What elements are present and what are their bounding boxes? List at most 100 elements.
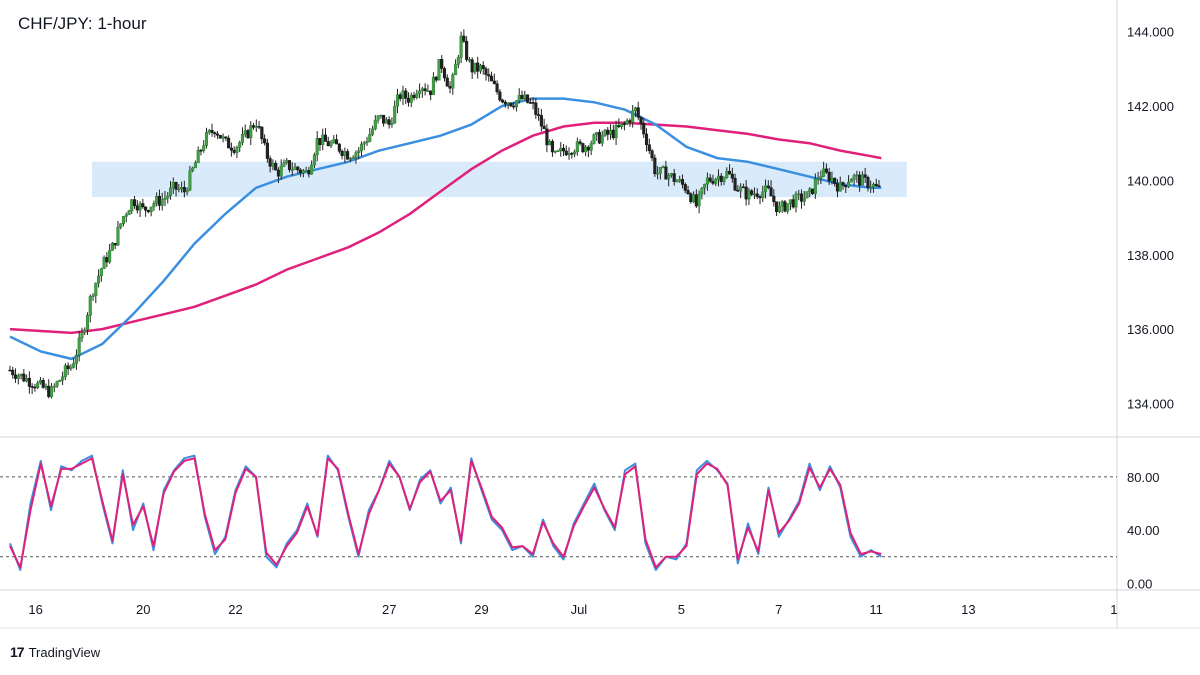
candle-body xyxy=(132,199,137,206)
candle-body xyxy=(11,369,15,376)
candle-body xyxy=(406,97,411,103)
candle-body xyxy=(263,138,267,144)
candle-body xyxy=(783,201,787,212)
candle-body xyxy=(769,187,773,197)
candle-body xyxy=(833,177,837,184)
candle-body xyxy=(858,174,862,186)
candle-body xyxy=(105,257,109,263)
price-tick-label: 134.000 xyxy=(1127,397,1174,412)
candle-body xyxy=(343,151,347,156)
candle-body xyxy=(409,94,413,103)
candle-body xyxy=(661,166,665,169)
candle-body xyxy=(722,177,726,182)
candle-body xyxy=(337,143,341,152)
candle-body xyxy=(686,190,690,195)
candle-body xyxy=(791,199,795,208)
candle-body xyxy=(346,151,350,160)
candle-body xyxy=(299,169,303,174)
candle-body xyxy=(384,119,388,124)
candle-body xyxy=(395,94,399,107)
candle-body xyxy=(138,203,142,211)
candle-body xyxy=(467,59,471,61)
candle-body xyxy=(188,170,192,191)
candle-body xyxy=(827,171,831,182)
candle-body xyxy=(689,193,693,203)
candle-body xyxy=(498,91,502,101)
candle-body xyxy=(703,183,707,189)
candle-body xyxy=(777,205,781,213)
candle-body xyxy=(174,181,178,190)
candle-body xyxy=(157,196,161,206)
candle-body xyxy=(357,150,361,153)
candle-body xyxy=(860,174,864,186)
time-tick-label: 11 xyxy=(869,602,883,617)
candle-body xyxy=(290,169,294,171)
candle-body xyxy=(716,175,721,180)
candle-body xyxy=(752,193,757,196)
candle-body xyxy=(805,191,809,199)
candle-body xyxy=(564,150,568,156)
candle-body xyxy=(182,187,186,193)
candle-body xyxy=(454,64,458,76)
candle-body xyxy=(456,57,460,65)
brand-name: TradingView xyxy=(28,644,101,660)
candle-body xyxy=(33,386,37,389)
candle-body xyxy=(210,130,214,133)
candle-body xyxy=(124,214,128,217)
candle-body xyxy=(312,154,316,166)
candle-body xyxy=(495,83,499,93)
candle-body xyxy=(141,203,145,208)
candle-body xyxy=(642,123,646,135)
time-tick-label: Jul xyxy=(571,602,588,617)
candle-body xyxy=(631,110,635,123)
candle-body xyxy=(36,382,40,388)
candle-body xyxy=(379,114,383,117)
candle-body xyxy=(445,77,449,87)
candle-body xyxy=(780,201,784,207)
candle-body xyxy=(293,166,297,170)
candle-body xyxy=(329,142,333,147)
candle-body xyxy=(74,354,78,364)
support-resistance-zone xyxy=(92,161,907,198)
candle-body xyxy=(835,183,840,192)
candle-body xyxy=(653,157,657,175)
candle-body xyxy=(440,59,444,69)
candle-body xyxy=(398,94,402,99)
candle-body xyxy=(332,139,336,143)
candle-body xyxy=(799,193,804,202)
candle-body xyxy=(487,74,491,77)
candle-body xyxy=(368,134,372,142)
candle-body xyxy=(570,153,574,155)
candle-body xyxy=(251,125,256,128)
candle-body xyxy=(719,175,723,182)
candle-body xyxy=(786,203,790,212)
candle-body xyxy=(55,381,59,387)
candle-body xyxy=(736,189,740,192)
candle-body xyxy=(639,116,643,124)
candle-body xyxy=(207,130,211,133)
candle-body xyxy=(517,95,521,101)
candle-body xyxy=(268,158,272,167)
candle-body xyxy=(622,123,626,125)
candle-body xyxy=(168,187,173,196)
candle-body xyxy=(874,183,878,187)
candle-body xyxy=(584,146,588,153)
candle-body xyxy=(520,95,524,99)
candle-body xyxy=(628,120,632,123)
oscillator-tick-label: 40.00 xyxy=(1127,523,1160,538)
candle-body xyxy=(708,177,712,182)
candle-body xyxy=(664,166,668,180)
candle-body xyxy=(287,160,292,171)
candle-body xyxy=(794,193,798,208)
candle-body xyxy=(135,205,139,211)
candle-body xyxy=(537,114,541,116)
candle-body xyxy=(279,165,283,177)
candle-body xyxy=(146,210,150,213)
candle-body xyxy=(44,385,48,388)
candle-body xyxy=(561,147,566,152)
candle-body xyxy=(49,386,54,397)
candle-body xyxy=(80,332,84,339)
tradingview-brand[interactable]: 17 TradingView xyxy=(10,644,100,660)
candle-body xyxy=(19,373,23,376)
candle-body xyxy=(761,191,765,199)
